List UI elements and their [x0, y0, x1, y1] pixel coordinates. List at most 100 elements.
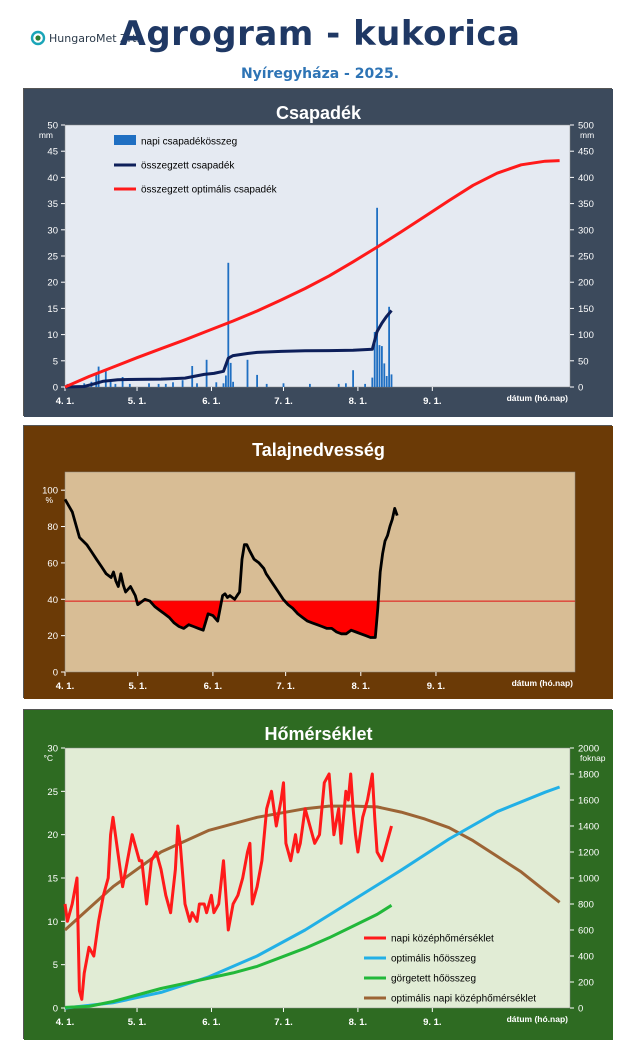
x-axis-tick-label: 6. 1.: [202, 396, 221, 407]
deficit-area: [284, 601, 379, 638]
legend-label: összegzett optimális csapadék: [141, 185, 278, 196]
temperature-chart-panel: Hőmérséklet 0 5 10 15 20 25 30 °C 0 200 400 600 800 10…: [23, 709, 613, 1040]
precip-bar: [376, 207, 378, 387]
left-axis-tick-label: 15: [47, 304, 58, 315]
right-axis-tick-label: 150: [578, 304, 594, 315]
left-axis-tick-label: 10: [47, 330, 58, 341]
left-axis-tick-label: 0: [53, 383, 58, 394]
left-axis-tick-label: 40: [47, 173, 58, 184]
precip-bar: [104, 370, 107, 387]
left-axis-tick-label: 15: [47, 874, 58, 885]
precip-bar: [95, 373, 98, 387]
precip-bar: [373, 332, 376, 387]
left-axis-tick-label: 80: [47, 522, 58, 533]
precip-bar: [172, 382, 174, 387]
left-axis-tick-label: 20: [47, 278, 58, 289]
precip-bar: [282, 383, 285, 387]
right-axis-tick-label: 1000: [578, 874, 599, 885]
precip-bar: [227, 262, 230, 387]
x-axis-label: dátum (hó.nap): [507, 393, 569, 403]
plot-area: [64, 124, 571, 388]
right-axis-tick-label: 500: [578, 121, 594, 132]
precip-bar: [345, 383, 347, 387]
series-line-cumulative-precip: [64, 309, 393, 389]
precip-bar: [229, 362, 232, 387]
right-axis-tick-label: 400: [578, 952, 594, 963]
precip-bar: [337, 383, 340, 387]
left-axis-tick-label: 35: [47, 199, 58, 210]
right-axis-tick-label: 450: [578, 147, 594, 158]
x-axis-label: dátum (hó.nap): [507, 1014, 569, 1024]
chart-title: Csapadék: [276, 103, 362, 123]
temperature-chart: Hőmérséklet 0 5 10 15 20 25 30°C 0 200 400 600 800 10…: [24, 710, 613, 1040]
right-axis-unit: mm: [580, 130, 594, 140]
chart-title: Talajnedvesség: [252, 440, 385, 460]
series-line-2: [64, 904, 393, 1009]
left-axis-tick-label: 0: [53, 668, 58, 679]
right-axis-tick-label: 1800: [578, 770, 599, 781]
left-axis-tick-label: 30: [47, 225, 58, 236]
precip-bar: [121, 377, 124, 387]
plot-area: [64, 471, 576, 673]
left-axis-tick-label: 5: [53, 356, 58, 367]
left-axis-tick-label: 20: [47, 830, 58, 841]
right-axis-tick-label: 2000: [578, 744, 599, 755]
left-axis-tick-label: 60: [47, 558, 58, 569]
right-axis-tick-label: 400: [578, 173, 594, 184]
precip-bar: [128, 383, 131, 387]
left-axis-unit: mm: [39, 130, 53, 140]
x-axis-tick-label: 9. 1.: [423, 396, 442, 407]
x-axis-label: dátum (hó.nap): [512, 678, 574, 688]
legend-label: optimális napi középhőmérséklet: [391, 994, 536, 1005]
precip-bar: [196, 383, 198, 387]
precip-bar: [378, 345, 381, 387]
precip-bar: [390, 374, 393, 387]
precip-bar: [157, 383, 160, 387]
precip-bar: [181, 380, 184, 387]
right-axis-tick-label: 100: [578, 330, 594, 341]
x-axis-tick-label: 8. 1.: [349, 1017, 368, 1028]
x-axis-tick-label: 5. 1.: [128, 681, 147, 692]
right-axis-tick-label: 200: [578, 978, 594, 989]
precipitation-chart: Csapadék05101520253035404550mm0501001502…: [24, 89, 613, 417]
chart-title: Hőmérséklet: [264, 724, 372, 744]
precip-bar: [381, 346, 383, 387]
precip-bar: [309, 383, 311, 387]
precip-bar: [383, 363, 386, 387]
series-line-optimal-precip: [64, 159, 560, 389]
deficit-area: [149, 601, 222, 631]
right-axis-tick-label: 0: [578, 1004, 583, 1015]
right-axis-tick-label: 0: [578, 383, 583, 394]
left-axis-tick-label: 10: [47, 917, 58, 928]
x-axis-tick-label: 8. 1.: [352, 681, 371, 692]
right-axis-tick-label: 50: [578, 356, 589, 367]
right-axis-tick-label: 250: [578, 252, 594, 263]
left-axis-unit: °C: [43, 753, 53, 763]
right-axis-tick-label: 300: [578, 225, 594, 236]
precip-bar: [265, 383, 268, 387]
precip-bar: [97, 366, 100, 387]
x-axis-tick-label: 9. 1.: [423, 1017, 442, 1028]
precip-bar: [225, 375, 227, 387]
precip-bar: [222, 383, 225, 387]
right-axis-tick-label: 1200: [578, 848, 599, 859]
legend-label: összegzett csapadék: [141, 161, 235, 172]
left-axis-tick-label: 0: [53, 1004, 58, 1015]
soil-moisture-chart: Talajnedvesség 0 20 40 60 80 100% 4. 1. 5. 1. 6. …: [24, 426, 613, 699]
x-axis-tick-label: 9. 1.: [427, 681, 446, 692]
right-axis-tick-label: 200: [578, 278, 594, 289]
right-axis-tick-label: 600: [578, 926, 594, 937]
series-line-0: [63, 772, 393, 1001]
legend-label: napi középhőmérséklet: [391, 934, 494, 945]
legend-label: görgetett hőösszeg: [391, 974, 476, 985]
left-axis-tick-label: 30: [47, 744, 58, 755]
soil-moisture-line: [63, 498, 399, 639]
precip-bar: [114, 383, 117, 387]
precip-bar: [246, 359, 249, 387]
precip-bar: [148, 383, 150, 387]
series-line-3: [63, 804, 561, 932]
legend-label: napi csapadékösszeg: [141, 137, 237, 148]
x-axis-tick-label: 7. 1.: [274, 396, 293, 407]
precip-bar: [232, 381, 234, 387]
left-axis-tick-label: 25: [47, 787, 58, 798]
